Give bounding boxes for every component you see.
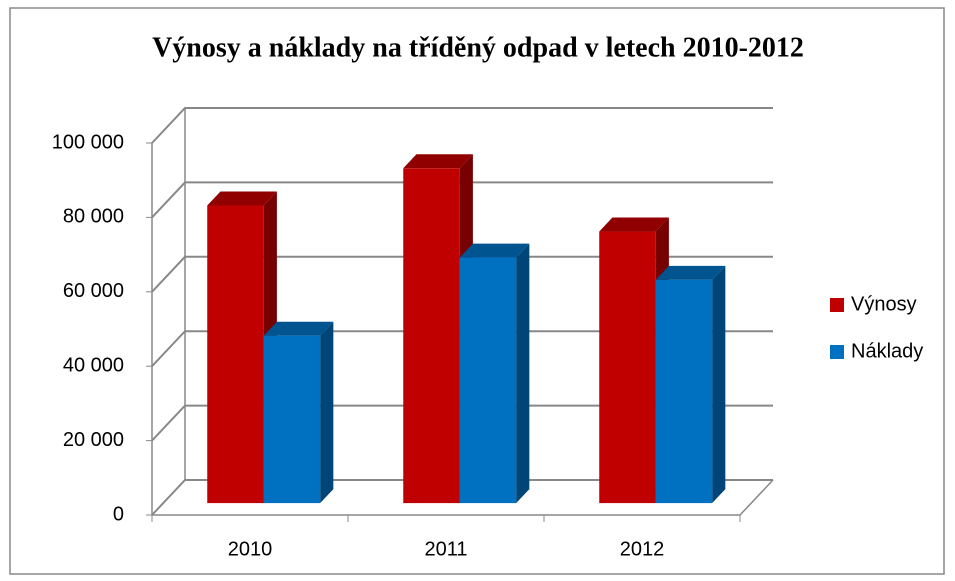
legend-label: Výnosy: [851, 293, 917, 315]
bar: [655, 279, 713, 504]
legend-swatch: [830, 298, 844, 312]
y-tick-label: 100 000: [52, 131, 124, 153]
y-tick-label: 20 000: [63, 429, 124, 451]
bar: [599, 231, 656, 504]
chart-title: Výnosy a náklady na tříděný odpad v lete…: [152, 32, 804, 63]
bar-top: [263, 321, 334, 336]
bar: [403, 168, 460, 504]
y-tick-label: 60 000: [63, 280, 124, 302]
x-tick-label: 2010: [228, 538, 273, 560]
bar-side: [712, 265, 726, 504]
bar-top: [459, 243, 530, 258]
y-tick-label: 0: [113, 503, 124, 525]
bar-top: [403, 154, 473, 169]
legend-label: Náklady: [851, 340, 923, 362]
bar: [263, 335, 321, 504]
bar-top: [207, 191, 277, 206]
bar-top: [655, 265, 726, 280]
y-tick-label: 40 000: [63, 354, 124, 376]
bar-top: [599, 217, 669, 232]
x-tick-label: 2012: [620, 538, 665, 560]
bar: [207, 205, 264, 504]
bar: [459, 257, 517, 504]
legend-swatch: [830, 345, 844, 359]
bar-side: [320, 321, 334, 504]
bar-side: [516, 243, 530, 504]
y-tick-label: 80 000: [63, 206, 124, 228]
x-tick-label: 2011: [424, 538, 467, 560]
